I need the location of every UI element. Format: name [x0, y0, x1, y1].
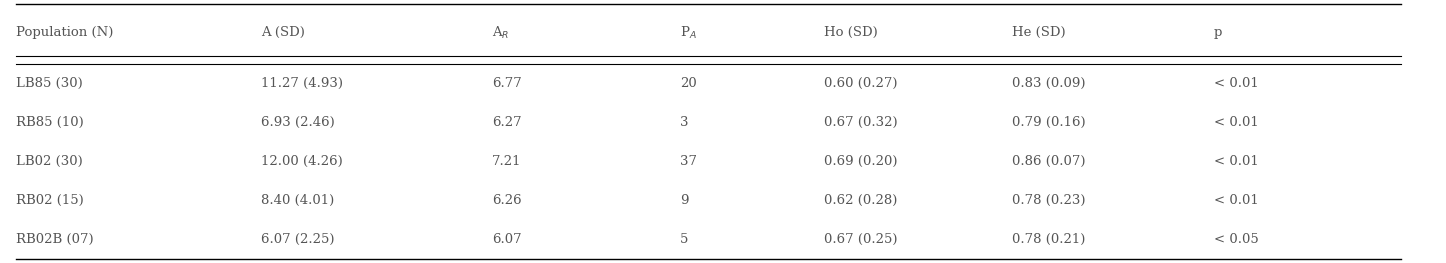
Text: p: p	[1213, 26, 1222, 39]
Text: 6.07 (2.25): 6.07 (2.25)	[262, 233, 334, 246]
Text: 7.21: 7.21	[492, 155, 522, 168]
Text: LB02 (30): LB02 (30)	[16, 155, 82, 168]
Text: 12.00 (4.26): 12.00 (4.26)	[262, 155, 343, 168]
Text: 0.67 (0.32): 0.67 (0.32)	[824, 116, 898, 129]
Text: 6.93 (2.46): 6.93 (2.46)	[262, 116, 335, 129]
Text: < 0.01: < 0.01	[1213, 155, 1258, 168]
Text: < 0.01: < 0.01	[1213, 116, 1258, 129]
Text: 6.77: 6.77	[492, 77, 522, 90]
Text: Population (N): Population (N)	[16, 26, 113, 39]
Text: 0.60 (0.27): 0.60 (0.27)	[824, 77, 898, 90]
Text: < 0.01: < 0.01	[1213, 194, 1258, 207]
Text: 0.78 (0.23): 0.78 (0.23)	[1012, 194, 1084, 207]
Text: 0.86 (0.07): 0.86 (0.07)	[1012, 155, 1084, 168]
Text: 3: 3	[680, 116, 688, 129]
Text: < 0.01: < 0.01	[1213, 77, 1258, 90]
Text: LB85 (30): LB85 (30)	[16, 77, 82, 90]
Text: 0.83 (0.09): 0.83 (0.09)	[1012, 77, 1084, 90]
Text: 0.67 (0.25): 0.67 (0.25)	[824, 233, 898, 246]
Text: A$_R$: A$_R$	[492, 24, 509, 41]
Text: 6.26: 6.26	[492, 194, 522, 207]
Text: 20: 20	[680, 77, 697, 90]
Text: P$_A$: P$_A$	[680, 24, 697, 41]
Text: RB85 (10): RB85 (10)	[16, 116, 84, 129]
Text: 0.69 (0.20): 0.69 (0.20)	[824, 155, 898, 168]
Text: < 0.05: < 0.05	[1213, 233, 1258, 246]
Text: Ho (SD): Ho (SD)	[824, 26, 878, 39]
Text: 9: 9	[680, 194, 688, 207]
Text: 5: 5	[680, 233, 688, 246]
Text: 8.40 (4.01): 8.40 (4.01)	[262, 194, 334, 207]
Text: He (SD): He (SD)	[1012, 26, 1066, 39]
Text: RB02B (07): RB02B (07)	[16, 233, 94, 246]
Text: 11.27 (4.93): 11.27 (4.93)	[262, 77, 343, 90]
Text: 0.79 (0.16): 0.79 (0.16)	[1012, 116, 1086, 129]
Text: RB02 (15): RB02 (15)	[16, 194, 84, 207]
Text: 0.78 (0.21): 0.78 (0.21)	[1012, 233, 1084, 246]
Text: 6.07: 6.07	[492, 233, 522, 246]
Text: A (SD): A (SD)	[262, 26, 305, 39]
Text: 6.27: 6.27	[492, 116, 522, 129]
Text: 37: 37	[680, 155, 697, 168]
Text: 0.62 (0.28): 0.62 (0.28)	[824, 194, 898, 207]
